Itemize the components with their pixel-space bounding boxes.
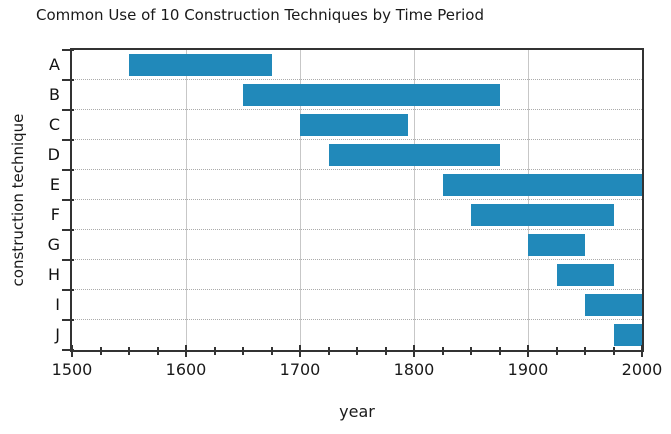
x-minor-tick: [384, 347, 387, 355]
horizontal-gridline: [72, 319, 642, 320]
ytick-label-E: E: [49, 175, 60, 194]
y-axis-tick: [62, 169, 74, 171]
y-axis-tick: [62, 349, 74, 351]
x-minor-tick: [156, 347, 159, 355]
x-minor-tick: [555, 347, 558, 355]
xtick-label-1900: 1900: [507, 360, 549, 379]
vertical-gridline: [414, 50, 415, 350]
ytick-label-G: G: [47, 235, 60, 254]
x-axis-title: year: [339, 402, 375, 421]
x-major-tick: [185, 345, 187, 357]
x-major-tick: [71, 345, 73, 357]
horizontal-gridline: [72, 289, 642, 290]
x-minor-tick: [584, 347, 586, 355]
xtick-label-1500: 1500: [51, 360, 93, 379]
horizontal-gridline: [72, 199, 642, 200]
horizontal-gridline: [72, 229, 642, 230]
y-axis-tick: [62, 319, 74, 321]
bar-A: [129, 54, 272, 76]
bar-J: [613, 324, 642, 346]
bar-F: [471, 204, 614, 226]
xtick-label-2000: 2000: [621, 360, 663, 379]
bar-B: [243, 84, 500, 106]
x-major-tick: [527, 345, 529, 357]
ytick-label-D: D: [47, 145, 60, 164]
x-minor-tick: [99, 347, 102, 355]
ytick-label-F: F: [50, 205, 60, 224]
y-axis-tick: [62, 259, 74, 261]
y-axis-tick: [62, 289, 74, 291]
x-minor-tick: [128, 347, 130, 355]
x-minor-tick: [470, 347, 472, 355]
vertical-gridline: [528, 50, 529, 350]
xtick-label-1600: 1600: [165, 360, 207, 379]
x-minor-tick: [356, 347, 358, 355]
bar-C: [300, 114, 409, 136]
horizontal-gridline: [72, 79, 642, 80]
ytick-label-C: C: [48, 115, 60, 134]
bar-H: [556, 264, 614, 286]
plot-area: [70, 48, 644, 352]
ytick-label-B: B: [49, 85, 60, 104]
bar-D: [328, 144, 500, 166]
horizontal-gridline: [72, 169, 642, 170]
x-minor-tick: [498, 347, 501, 355]
xtick-label-1800: 1800: [393, 360, 435, 379]
horizontal-gridline: [72, 139, 642, 140]
vertical-gridline: [300, 50, 301, 350]
y-axis-tick: [62, 139, 74, 141]
ytick-label-H: H: [47, 265, 60, 284]
x-major-tick: [299, 345, 301, 357]
bar-G: [528, 234, 585, 256]
x-minor-tick: [213, 347, 216, 355]
x-minor-tick: [612, 347, 615, 355]
horizontal-gridline: [72, 109, 642, 110]
y-axis-tick: [62, 229, 74, 231]
x-minor-tick: [242, 347, 244, 355]
bar-E: [442, 174, 642, 196]
x-minor-tick: [327, 347, 330, 355]
xtick-label-1700: 1700: [279, 360, 321, 379]
horizontal-gridline: [72, 259, 642, 260]
y-axis-tick: [62, 199, 74, 201]
x-major-tick: [641, 345, 643, 357]
ytick-label-J: J: [55, 325, 60, 344]
chart-title: Common Use of 10 Construction Techniques…: [36, 6, 485, 24]
x-minor-tick: [441, 347, 444, 355]
ytick-label-I: I: [55, 295, 60, 314]
vertical-gridline: [186, 50, 187, 350]
y-axis-tick: [62, 79, 74, 81]
y-axis-tick: [62, 49, 74, 51]
y-axis-tick: [62, 109, 74, 111]
bar-I: [585, 294, 642, 316]
x-minor-tick: [270, 347, 273, 355]
x-major-tick: [413, 345, 415, 357]
ytick-label-A: A: [49, 55, 60, 74]
